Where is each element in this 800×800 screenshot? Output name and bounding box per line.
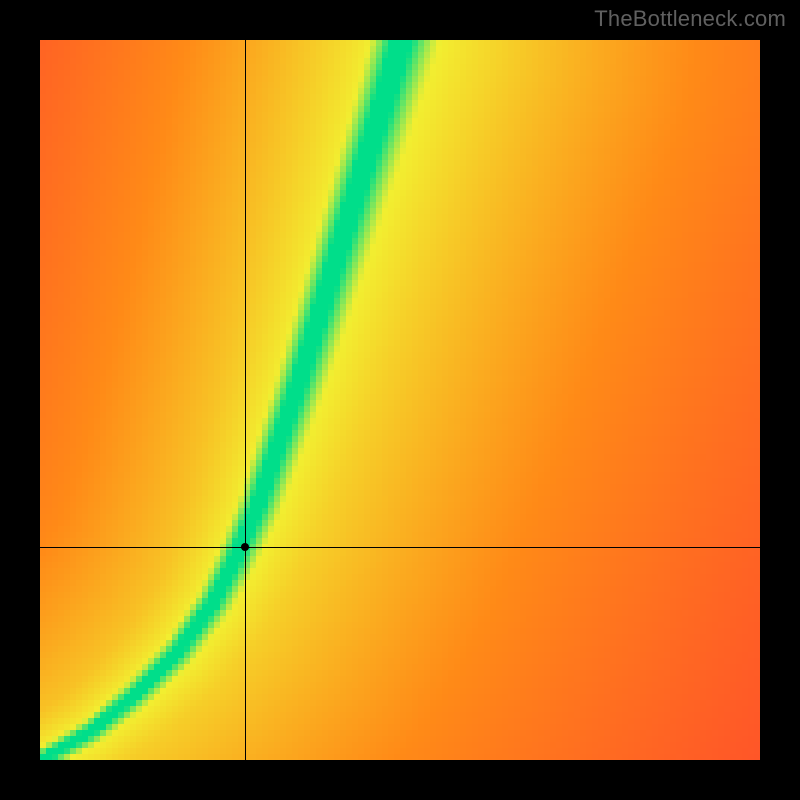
crosshair-horizontal: [40, 547, 760, 548]
heatmap-canvas: [40, 40, 760, 760]
crosshair-vertical: [245, 40, 246, 760]
plot-area: [40, 40, 760, 760]
crosshair-marker-dot: [241, 543, 249, 551]
watermark-text: TheBottleneck.com: [594, 6, 786, 32]
